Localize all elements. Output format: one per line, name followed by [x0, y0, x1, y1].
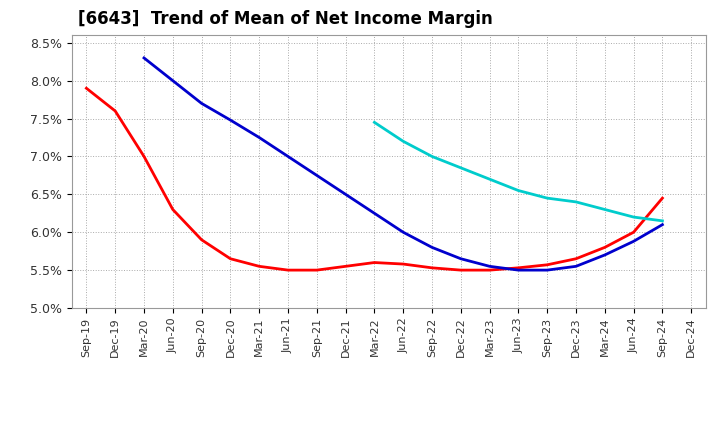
- 3 Years: [341, 264, 350, 269]
- 7 Years: [485, 176, 494, 182]
- 5 Years: [485, 264, 494, 269]
- 3 Years: [514, 265, 523, 271]
- 7 Years: [658, 218, 667, 224]
- 3 Years: [312, 268, 321, 273]
- 5 Years: [226, 117, 235, 123]
- 3 Years: [456, 268, 465, 273]
- 3 Years: [428, 265, 436, 271]
- 5 Years: [284, 154, 292, 159]
- 7 Years: [428, 154, 436, 159]
- Line: 5 Years: 5 Years: [144, 58, 662, 270]
- 3 Years: [600, 245, 609, 250]
- Line: 7 Years: 7 Years: [374, 122, 662, 221]
- 5 Years: [312, 173, 321, 178]
- 5 Years: [428, 245, 436, 250]
- 5 Years: [543, 268, 552, 273]
- 3 Years: [543, 262, 552, 268]
- 3 Years: [226, 256, 235, 261]
- 3 Years: [197, 237, 206, 242]
- 3 Years: [255, 264, 264, 269]
- 5 Years: [629, 238, 638, 244]
- 5 Years: [341, 192, 350, 197]
- 7 Years: [629, 214, 638, 220]
- 7 Years: [514, 188, 523, 193]
- 7 Years: [456, 165, 465, 170]
- 5 Years: [600, 252, 609, 257]
- 3 Years: [658, 195, 667, 201]
- 5 Years: [658, 222, 667, 227]
- 5 Years: [572, 264, 580, 269]
- 7 Years: [370, 120, 379, 125]
- 7 Years: [572, 199, 580, 205]
- 3 Years: [284, 268, 292, 273]
- 5 Years: [514, 268, 523, 273]
- 5 Years: [140, 55, 148, 61]
- 3 Years: [111, 108, 120, 114]
- 3 Years: [82, 86, 91, 91]
- 7 Years: [543, 195, 552, 201]
- 3 Years: [572, 256, 580, 261]
- 5 Years: [370, 211, 379, 216]
- Text: [6643]  Trend of Mean of Net Income Margin: [6643] Trend of Mean of Net Income Margi…: [78, 10, 493, 28]
- 5 Years: [456, 256, 465, 261]
- 5 Years: [255, 135, 264, 140]
- 5 Years: [197, 101, 206, 106]
- 5 Years: [399, 230, 408, 235]
- Line: 3 Years: 3 Years: [86, 88, 662, 270]
- 3 Years: [629, 230, 638, 235]
- 5 Years: [168, 78, 177, 83]
- 7 Years: [600, 207, 609, 212]
- 3 Years: [140, 154, 148, 159]
- 3 Years: [370, 260, 379, 265]
- 7 Years: [399, 139, 408, 144]
- 3 Years: [168, 207, 177, 212]
- 3 Years: [485, 268, 494, 273]
- 3 Years: [399, 261, 408, 267]
